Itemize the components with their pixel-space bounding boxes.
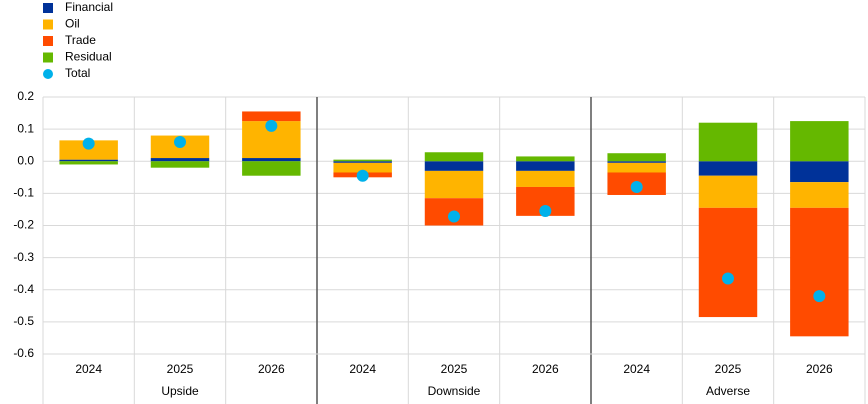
total-dot: [813, 290, 826, 303]
bar-segment: [516, 156, 575, 162]
bar-segment: [607, 153, 666, 162]
y-tick-label: -0.4: [13, 282, 34, 296]
legend-swatch: [43, 3, 53, 13]
bar-segment: [698, 161, 758, 176]
total-dot: [82, 137, 95, 150]
total-dot: [356, 169, 369, 182]
bar-segment: [607, 162, 666, 173]
total-dot: [448, 210, 460, 223]
x-tick-label: 2024: [75, 362, 102, 376]
x-tick-label: 2026: [258, 362, 285, 376]
y-tick-label: -0.6: [13, 346, 34, 360]
total-dot: [722, 272, 734, 285]
legend-label: Total: [65, 66, 90, 80]
legend-swatch: [43, 52, 53, 63]
bar-segment: [698, 122, 758, 162]
bar-segment: [242, 161, 301, 176]
y-tick-label: -0.5: [13, 314, 34, 328]
group-label: Downside: [428, 384, 481, 398]
group-label: Upside: [161, 384, 199, 398]
total-dot: [174, 135, 186, 148]
legend-swatch: [43, 69, 53, 79]
bar-segment: [698, 207, 758, 318]
bar-segment: [333, 159, 392, 162]
bar-segment: [790, 182, 849, 208]
x-tick-label: 2025: [167, 362, 194, 376]
bar-segment: [607, 161, 666, 163]
bar-segment: [516, 161, 575, 171]
y-tick-label: 0.1: [17, 121, 34, 135]
legend-label: Trade: [65, 33, 96, 47]
legend-label: Financial: [65, 0, 113, 14]
bar-segment: [333, 161, 392, 163]
bar-segment: [424, 161, 484, 171]
bar-segment: [516, 170, 575, 187]
total-dot: [630, 180, 643, 193]
bar-segment: [333, 162, 392, 173]
x-tick-label: 2025: [715, 362, 742, 376]
bar-segment: [59, 161, 118, 165]
bar-segment: [424, 152, 484, 162]
bar-segment: [790, 161, 849, 183]
y-tick-label: -0.1: [13, 186, 34, 200]
bar-segment: [698, 175, 758, 208]
group-label: Adverse: [706, 384, 750, 398]
legend-swatch: [43, 19, 53, 30]
y-tick-label: -0.3: [13, 250, 34, 264]
y-tick-label: 0.0: [17, 153, 34, 167]
bar-segment: [790, 121, 849, 162]
bar-segment: [59, 140, 118, 160]
total-dot: [539, 205, 552, 218]
bar-segment: [150, 161, 210, 168]
legend-label: Residual: [65, 50, 112, 64]
bar-segment: [242, 158, 301, 162]
x-tick-label: 2024: [349, 362, 376, 376]
bar-segment: [150, 158, 210, 162]
x-tick-label: 2025: [441, 362, 468, 376]
y-tick-label: -0.2: [13, 218, 34, 232]
x-tick-label: 2024: [623, 362, 650, 376]
x-tick-label: 2026: [532, 362, 559, 376]
bar-segment: [790, 207, 849, 337]
total-dot: [265, 119, 278, 132]
legend-label: Oil: [65, 17, 80, 31]
bar-segment: [424, 170, 484, 199]
legend-swatch: [43, 36, 53, 46]
y-tick-label: 0.2: [17, 89, 34, 103]
bar-segment: [59, 159, 118, 162]
bar-segment: [242, 111, 301, 122]
x-tick-label: 2026: [806, 362, 833, 376]
